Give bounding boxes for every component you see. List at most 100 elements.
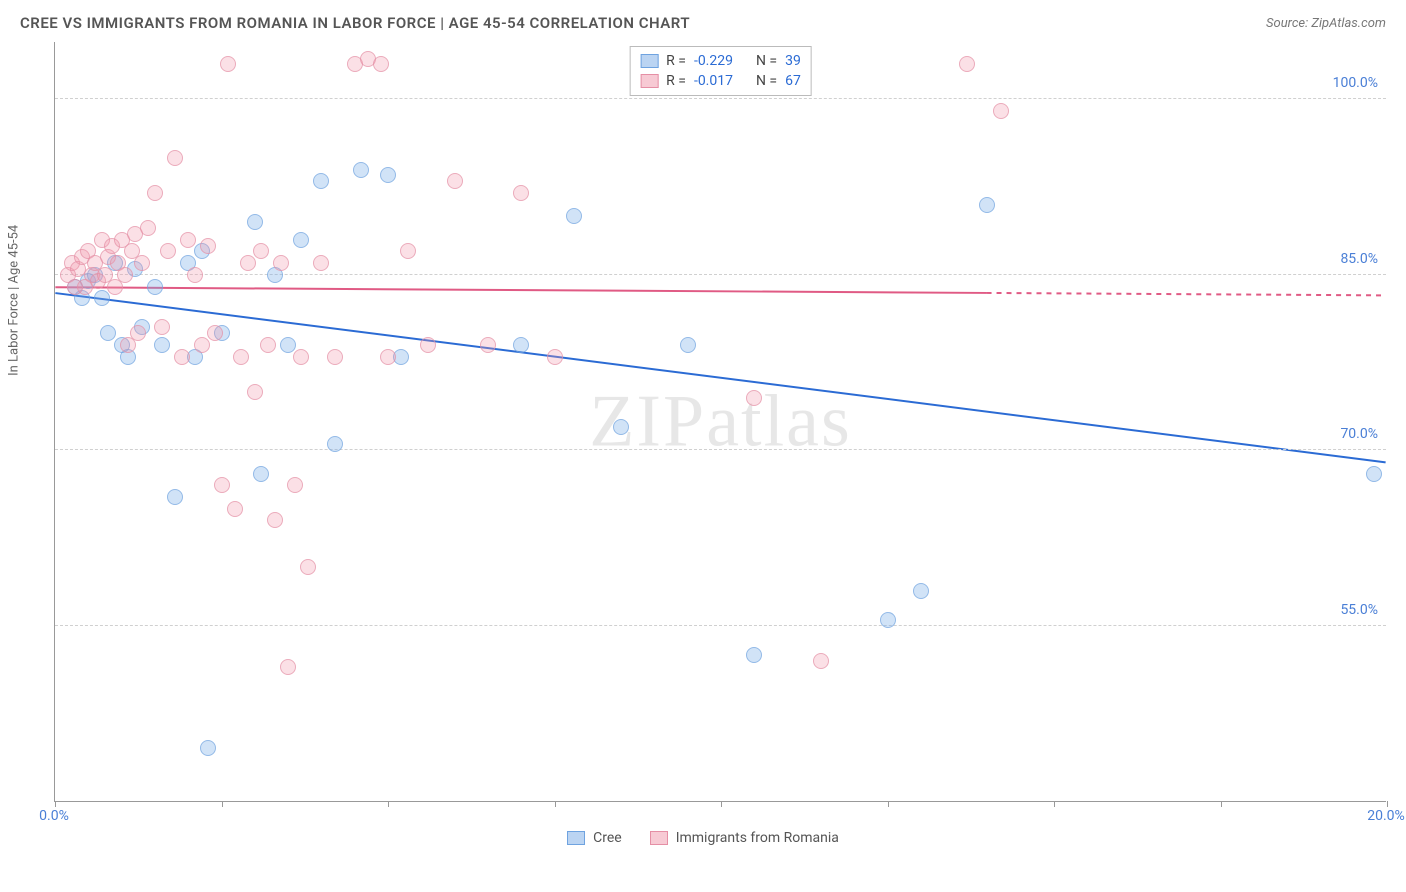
data-point [746, 390, 762, 406]
gridline [55, 625, 1386, 626]
y-tick-label: 100.0% [1333, 75, 1378, 91]
data-point [174, 349, 190, 365]
n-value: 39 [785, 53, 801, 69]
x-tick-label: 20.0% [1367, 808, 1405, 824]
legend-row: R = -0.229 N = 39 [640, 51, 801, 71]
legend-label: Immigrants from Romania [676, 830, 839, 846]
gridline [55, 98, 1386, 99]
data-point [280, 337, 296, 353]
y-tick-label: 55.0% [1340, 602, 1378, 618]
y-tick-label: 70.0% [1340, 426, 1378, 442]
x-tick-label: 0.0% [39, 808, 69, 824]
data-point [280, 659, 296, 675]
data-point [260, 337, 276, 353]
legend-row: R = -0.017 N = 67 [640, 71, 801, 91]
data-point [100, 325, 116, 341]
gridline [55, 274, 1386, 275]
legend-label: Cree [593, 830, 622, 846]
data-point [247, 214, 263, 230]
data-point [240, 255, 256, 271]
data-point [293, 349, 309, 365]
data-point [247, 384, 263, 400]
data-point [746, 647, 762, 663]
n-label: N = [756, 53, 777, 69]
data-point [154, 337, 170, 353]
data-point [194, 337, 210, 353]
data-point [480, 337, 496, 353]
data-point [147, 279, 163, 295]
data-point [547, 349, 563, 365]
data-point [680, 337, 696, 353]
data-point [180, 232, 196, 248]
legend-swatch [650, 831, 668, 845]
gridline [55, 449, 1386, 450]
data-point [167, 489, 183, 505]
data-point [300, 559, 316, 575]
data-point [154, 319, 170, 335]
data-point [117, 267, 133, 283]
data-point [94, 290, 110, 306]
data-point [227, 501, 243, 517]
y-axis-label: In Labor Force | Age 45-54 [7, 225, 22, 376]
data-point [979, 197, 995, 213]
data-point [187, 267, 203, 283]
data-point [253, 243, 269, 259]
r-value: -0.229 [694, 53, 733, 69]
data-point [233, 349, 249, 365]
legend-swatch [567, 831, 585, 845]
legend-item: Cree [567, 830, 622, 846]
n-label: N = [756, 73, 777, 89]
data-point [200, 740, 216, 756]
data-point [160, 243, 176, 259]
series-legend: Cree Immigrants from Romania [20, 830, 1386, 846]
legend-item: Immigrants from Romania [650, 830, 839, 846]
data-point [513, 337, 529, 353]
data-point [400, 243, 416, 259]
watermark: ZIPatlas [589, 379, 852, 464]
source-label: Source: ZipAtlas.com [1266, 16, 1386, 31]
data-point [447, 173, 463, 189]
data-point [880, 612, 896, 628]
data-point [420, 337, 436, 353]
data-point [313, 173, 329, 189]
r-label: R = [666, 53, 686, 69]
data-point [959, 56, 975, 72]
data-point [1366, 466, 1382, 482]
correlation-legend: R = -0.229 N = 39 R = -0.017 N = 67 [629, 46, 812, 96]
chart-title: CREE VS IMMIGRANTS FROM ROMANIA IN LABOR… [20, 14, 690, 32]
data-point [513, 185, 529, 201]
r-label: R = [666, 73, 686, 89]
data-point [167, 150, 183, 166]
data-point [373, 56, 389, 72]
data-point [200, 238, 216, 254]
data-point [134, 255, 150, 271]
data-point [253, 466, 269, 482]
legend-swatch [640, 74, 658, 88]
data-point [913, 583, 929, 599]
data-point [293, 232, 309, 248]
x-axis: 0.0%20.0% [54, 802, 1386, 828]
data-point [613, 419, 629, 435]
trend-lines [55, 42, 1386, 801]
scatter-plot: ZIPatlas R = -0.229 N = 39 R = -0.017 N … [54, 42, 1386, 802]
data-point [273, 255, 289, 271]
data-point [220, 56, 236, 72]
data-point [327, 349, 343, 365]
data-point [140, 220, 156, 236]
chart-header: CREE VS IMMIGRANTS FROM ROMANIA IN LABOR… [0, 0, 1406, 42]
n-value: 67 [785, 73, 801, 89]
data-point [566, 208, 582, 224]
data-point [147, 185, 163, 201]
data-point [380, 167, 396, 183]
data-point [380, 349, 396, 365]
data-point [130, 325, 146, 341]
data-point [313, 255, 329, 271]
x-tick [1387, 801, 1388, 807]
data-point [327, 436, 343, 452]
data-point [267, 512, 283, 528]
r-value: -0.017 [694, 73, 733, 89]
data-point [207, 325, 223, 341]
data-point [993, 103, 1009, 119]
data-point [353, 162, 369, 178]
data-point [214, 477, 230, 493]
